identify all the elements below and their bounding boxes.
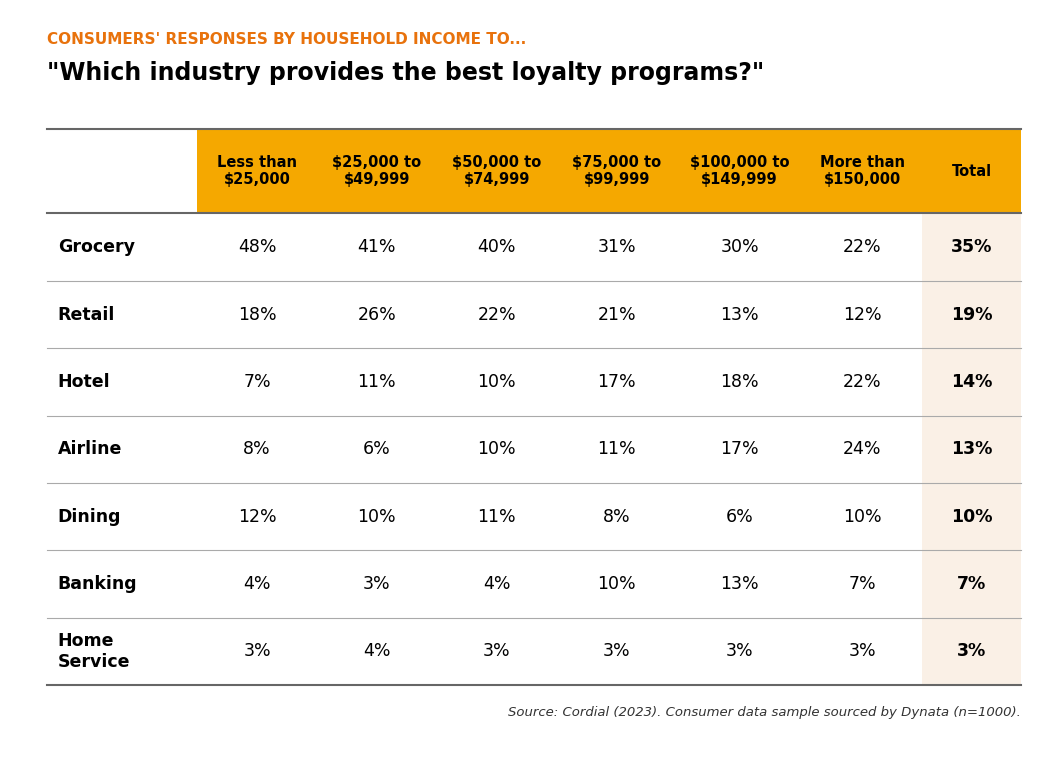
Text: More than
$150,000: More than $150,000 bbox=[820, 155, 905, 187]
Text: 11%: 11% bbox=[358, 373, 396, 391]
Text: Grocery: Grocery bbox=[58, 238, 134, 256]
Text: Total: Total bbox=[951, 164, 991, 179]
Text: 11%: 11% bbox=[478, 508, 517, 525]
Text: Home
Service: Home Service bbox=[58, 632, 130, 671]
Text: 12%: 12% bbox=[237, 508, 276, 525]
Text: 10%: 10% bbox=[358, 508, 396, 525]
Text: 4%: 4% bbox=[363, 643, 391, 660]
Text: 4%: 4% bbox=[244, 575, 271, 593]
Text: 4%: 4% bbox=[483, 575, 510, 593]
Text: 3%: 3% bbox=[726, 643, 753, 660]
Text: $25,000 to
$49,999: $25,000 to $49,999 bbox=[333, 155, 421, 187]
Text: 10%: 10% bbox=[843, 508, 882, 525]
Text: 35%: 35% bbox=[950, 238, 992, 256]
Text: 13%: 13% bbox=[720, 575, 759, 593]
Text: 22%: 22% bbox=[478, 306, 517, 323]
Text: 30%: 30% bbox=[720, 238, 759, 256]
Text: 3%: 3% bbox=[957, 643, 986, 660]
Text: 17%: 17% bbox=[720, 441, 759, 458]
Text: CONSUMERS' RESPONSES BY HOUSEHOLD INCOME TO...: CONSUMERS' RESPONSES BY HOUSEHOLD INCOME… bbox=[47, 32, 526, 47]
Text: 13%: 13% bbox=[950, 441, 992, 458]
Text: 3%: 3% bbox=[848, 643, 876, 660]
Text: 40%: 40% bbox=[478, 238, 516, 256]
Text: Source: Cordial (2023). Consumer data sample sourced by Dynata (n=1000).: Source: Cordial (2023). Consumer data sa… bbox=[508, 706, 1021, 718]
Text: 11%: 11% bbox=[597, 441, 636, 458]
Text: $100,000 to
$149,999: $100,000 to $149,999 bbox=[690, 155, 790, 187]
Text: 14%: 14% bbox=[950, 373, 992, 391]
Text: 10%: 10% bbox=[950, 508, 992, 525]
Text: 6%: 6% bbox=[363, 441, 391, 458]
Text: 22%: 22% bbox=[843, 238, 882, 256]
Text: 13%: 13% bbox=[720, 306, 759, 323]
Text: Hotel: Hotel bbox=[58, 373, 110, 391]
Text: 48%: 48% bbox=[237, 238, 276, 256]
Text: 19%: 19% bbox=[950, 306, 992, 323]
Text: 3%: 3% bbox=[244, 643, 271, 660]
Text: 12%: 12% bbox=[843, 306, 882, 323]
Text: 22%: 22% bbox=[843, 373, 882, 391]
Text: 10%: 10% bbox=[478, 373, 517, 391]
Text: 41%: 41% bbox=[358, 238, 396, 256]
Text: 3%: 3% bbox=[363, 575, 391, 593]
Text: 7%: 7% bbox=[957, 575, 986, 593]
Text: 3%: 3% bbox=[603, 643, 630, 660]
Text: 17%: 17% bbox=[597, 373, 636, 391]
Text: 7%: 7% bbox=[244, 373, 271, 391]
Text: 31%: 31% bbox=[597, 238, 636, 256]
Text: "Which industry provides the best loyalty programs?": "Which industry provides the best loyalt… bbox=[47, 61, 764, 85]
Text: $50,000 to
$74,999: $50,000 to $74,999 bbox=[453, 155, 542, 187]
Text: 26%: 26% bbox=[357, 306, 396, 323]
Text: 18%: 18% bbox=[720, 373, 759, 391]
Text: 18%: 18% bbox=[237, 306, 276, 323]
Text: 24%: 24% bbox=[843, 441, 882, 458]
Text: Retail: Retail bbox=[58, 306, 116, 323]
Text: 8%: 8% bbox=[603, 508, 630, 525]
Text: Airline: Airline bbox=[58, 441, 122, 458]
Text: 8%: 8% bbox=[244, 441, 271, 458]
Text: $75,000 to
$99,999: $75,000 to $99,999 bbox=[572, 155, 662, 187]
Text: 10%: 10% bbox=[478, 441, 517, 458]
Text: 21%: 21% bbox=[597, 306, 636, 323]
Text: 10%: 10% bbox=[597, 575, 636, 593]
Text: Dining: Dining bbox=[58, 508, 121, 525]
Text: 3%: 3% bbox=[483, 643, 510, 660]
Text: 7%: 7% bbox=[848, 575, 876, 593]
Text: Banking: Banking bbox=[58, 575, 138, 593]
Text: Less than
$25,000: Less than $25,000 bbox=[217, 155, 297, 187]
Text: 6%: 6% bbox=[726, 508, 754, 525]
